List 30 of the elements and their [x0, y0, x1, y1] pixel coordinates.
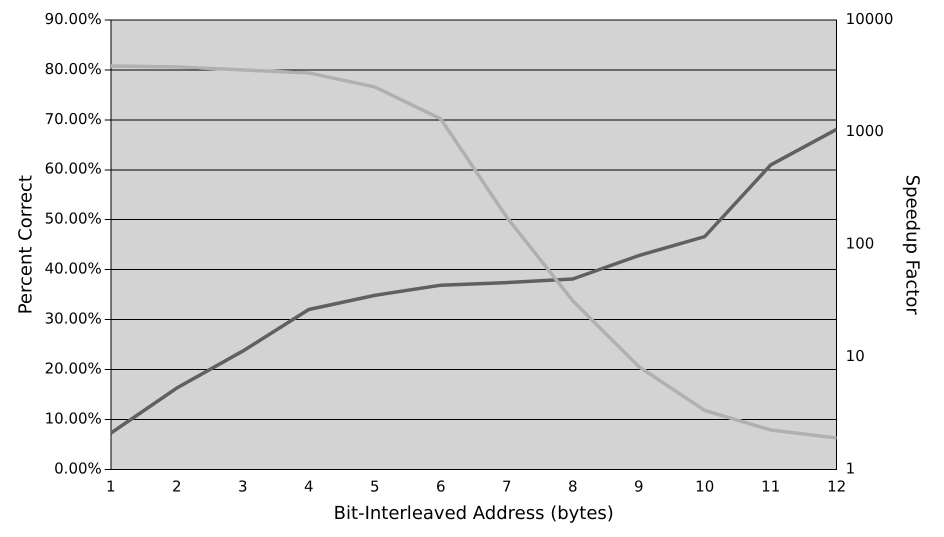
- y-tick-label: 50.00%: [44, 210, 102, 228]
- x-tick-label: 1: [106, 477, 116, 496]
- y-tick-label: 40.00%: [44, 260, 102, 278]
- x-axis-title: Bit-Interleaved Address (bytes): [334, 502, 614, 524]
- x-tick-label: 9: [634, 477, 644, 496]
- x-tick-label: 12: [827, 477, 846, 496]
- x-tick-label: 3: [238, 477, 248, 496]
- y-tick-label: 30.00%: [44, 309, 102, 328]
- y2-tick-label: 10: [846, 346, 865, 365]
- x-tick-label: 2: [172, 477, 182, 496]
- y-tick-label: 70.00%: [44, 110, 102, 128]
- x-tick-label: 5: [370, 477, 380, 496]
- y-tick-label: 60.00%: [44, 160, 102, 178]
- y2-tick-label: 1: [846, 459, 856, 478]
- y2-axis-title: Speedup Factor: [902, 174, 923, 316]
- x-tick-label: 6: [436, 477, 446, 496]
- y-tick-label: 90.00%: [44, 10, 102, 28]
- x-tick-label: 11: [761, 477, 780, 496]
- y-axis-title: Percent Correct: [15, 175, 36, 314]
- y2-tick-label: 1000: [846, 122, 884, 140]
- x-tick-label: 7: [502, 477, 512, 496]
- x-tick-label: 4: [304, 477, 314, 496]
- y-tick-label: 80.00%: [44, 60, 102, 78]
- y-tick-label: 0.00%: [54, 459, 102, 478]
- y-tick-label: 10.00%: [44, 409, 102, 428]
- x-tick-label: 10: [695, 477, 714, 496]
- y-tick-label: 20.00%: [44, 359, 102, 378]
- x-tick-label: 8: [568, 477, 578, 496]
- y2-tick-label: 100: [846, 234, 874, 253]
- y2-tick-label: 10000: [846, 10, 894, 28]
